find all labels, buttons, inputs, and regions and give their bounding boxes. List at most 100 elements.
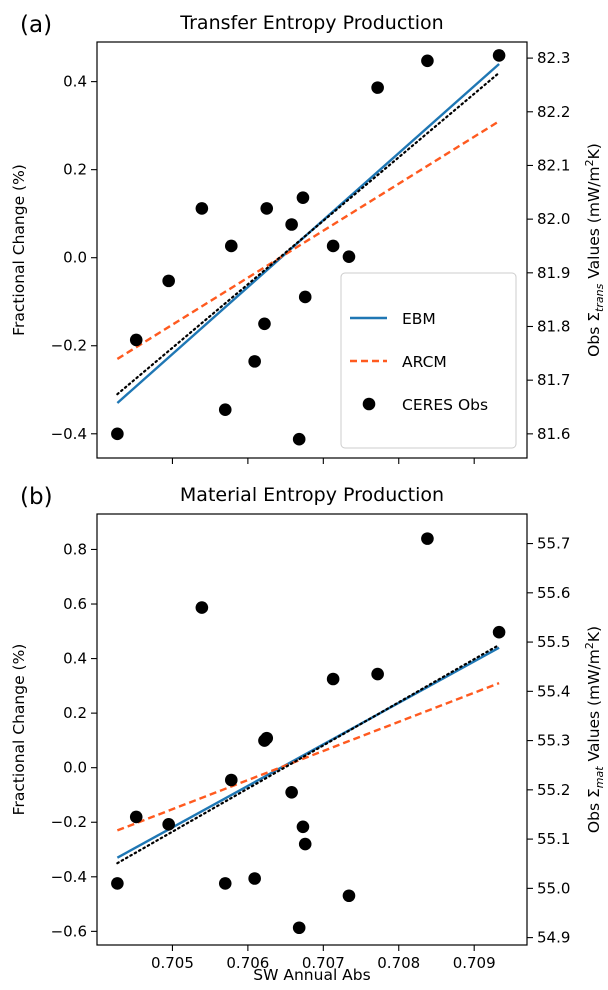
ceres-obs-point — [224, 773, 238, 787]
ceres-obs-point — [260, 202, 274, 215]
ceres-obs-point — [421, 532, 434, 545]
ceres-obs-point — [421, 54, 434, 68]
y-left-tick-label: 0.2 — [63, 161, 87, 179]
fit-line-dotted — [116, 71, 501, 396]
y-left-tick-label: 0.0 — [63, 759, 87, 777]
y-right-tick-label: 82.3 — [537, 49, 570, 67]
y-right-tick-label: 55.4 — [537, 682, 570, 700]
ceres-obs-point — [292, 432, 306, 446]
x-tick-label: 0.707 — [302, 954, 345, 972]
y-left-axis-label: Fractional Change (%) — [10, 644, 28, 816]
y-right-label-post: Values (mW/m — [585, 649, 603, 766]
y-left-tick-label: −0.4 — [51, 425, 87, 443]
y-left-tick-label: −0.4 — [51, 868, 87, 886]
y-right-label-tail: K) — [585, 626, 603, 642]
ceres-obs-point — [129, 333, 143, 347]
ceres-obs-point — [296, 820, 310, 834]
y-right-tick-label: 81.6 — [537, 425, 570, 443]
x-axis-label: SW Annual Abs — [253, 966, 370, 984]
legend-label: ARCM — [402, 353, 447, 371]
ceres-obs-point — [296, 191, 310, 204]
ceres-obs-point — [111, 427, 124, 441]
axes-frame — [96, 41, 528, 459]
legend-box — [340, 272, 517, 449]
panel-a: (a) Transfer Entropy Production −0.4 −0.2 0.… — [10, 12, 606, 464]
y-right-axis-label: Obs Σtrans Values (mW/m2K) — [583, 143, 606, 357]
y-right-tick-label: 82.0 — [537, 210, 570, 228]
ceres-obs-point — [326, 672, 340, 686]
ceres-obs-point — [371, 667, 384, 681]
y-right-tick-label: 55.3 — [537, 732, 570, 750]
y-right-label-pre: Obs — [585, 322, 603, 357]
ceres-obs-point — [129, 810, 143, 824]
ceres-obs-point — [371, 81, 384, 94]
ceres-obs-point — [298, 290, 312, 304]
chart-title: Transfer Entropy Production — [179, 12, 443, 34]
y-left-tick-label: 0.4 — [63, 73, 87, 91]
y-left-tick-label: 0.2 — [63, 704, 87, 722]
arcm-line — [116, 682, 500, 832]
y-left-tick-label: −0.6 — [51, 922, 87, 940]
y-right-label-symbol: Σ — [585, 312, 603, 322]
ceres-obs-point — [195, 601, 209, 614]
y-right-label-tail: K) — [585, 143, 603, 159]
ceres-obs-point — [218, 403, 232, 416]
y-left-tick-label: 0.0 — [63, 249, 87, 267]
x-tick-label: 0.706 — [226, 954, 269, 972]
y-right-tick-label: 55.6 — [537, 584, 570, 602]
ceres-obs-point — [342, 889, 356, 903]
y-right-axis-label: Obs Σmat Values (mW/m2K) — [583, 626, 606, 833]
ceres-obs-point — [298, 837, 312, 851]
chart-title: Material Entropy Production — [180, 484, 444, 506]
y-right-label-superscript: 2 — [583, 159, 596, 166]
y-left-tick-label: 0.8 — [63, 540, 87, 558]
panel-label: (b) — [20, 484, 53, 510]
ceres-obs-point — [258, 317, 271, 331]
y-right-label-pre: Obs — [585, 798, 603, 833]
y-right-tick-label: 55.2 — [537, 781, 570, 799]
ceres-obs-point — [162, 818, 175, 831]
y-right-tick-label: 81.9 — [537, 264, 570, 282]
ceres-obs-point — [260, 731, 274, 745]
y-right-label-post: Values (mW/m — [585, 166, 603, 283]
y-right-tick-label: 55.5 — [537, 633, 570, 651]
ceres-obs-point — [292, 921, 306, 935]
axes-frame — [96, 513, 528, 946]
ceres-obs-point — [218, 877, 232, 890]
x-tick-label: 0.709 — [453, 954, 496, 972]
ceres-obs-point — [326, 239, 340, 253]
y-right-tick-label: 81.7 — [537, 371, 570, 389]
x-tick-label: 0.708 — [377, 954, 420, 972]
ceres-obs-point — [342, 250, 356, 264]
ceres-obs-point — [162, 274, 175, 288]
y-right-tick-label: 55.7 — [537, 535, 570, 553]
ceres-obs-point — [492, 625, 506, 639]
y-right-tick-label: 82.2 — [537, 103, 570, 121]
y-left-tick-label: 0.6 — [63, 595, 87, 613]
ebm-line — [116, 646, 500, 859]
y-left-tick-label: −0.2 — [51, 337, 87, 355]
arcm-line — [116, 120, 500, 360]
ceres-obs-point — [195, 202, 209, 215]
ceres-obs-point — [492, 49, 506, 62]
y-right-tick-label: 54.9 — [537, 929, 570, 947]
ceres-obs-point — [248, 872, 261, 885]
y-right-label-subscript: mat — [593, 766, 606, 788]
y-right-tick-label: 81.8 — [537, 317, 570, 335]
y-right-label-symbol: Σ — [585, 788, 603, 798]
panel-b: (b) Material Entropy Production 0.705 0.706… — [10, 484, 606, 984]
y-right-tick-label: 82.1 — [537, 156, 570, 174]
ceres-obs-point — [248, 355, 261, 368]
legend-label: EBM — [402, 310, 436, 328]
y-right-tick-label: 55.0 — [537, 879, 570, 897]
x-tick-label: 0.705 — [151, 954, 194, 972]
y-left-tick-label: 0.4 — [63, 650, 87, 668]
legend-label: CERES Obs — [402, 396, 488, 414]
y-right-tick-label: 55.1 — [537, 830, 570, 848]
ceres-obs-point — [111, 877, 124, 890]
legend: EBM ARCM CERES Obs — [340, 272, 517, 449]
fit-line-dotted — [116, 643, 501, 865]
ceres-obs-point — [224, 239, 238, 253]
ceres-obs-point — [285, 786, 298, 799]
